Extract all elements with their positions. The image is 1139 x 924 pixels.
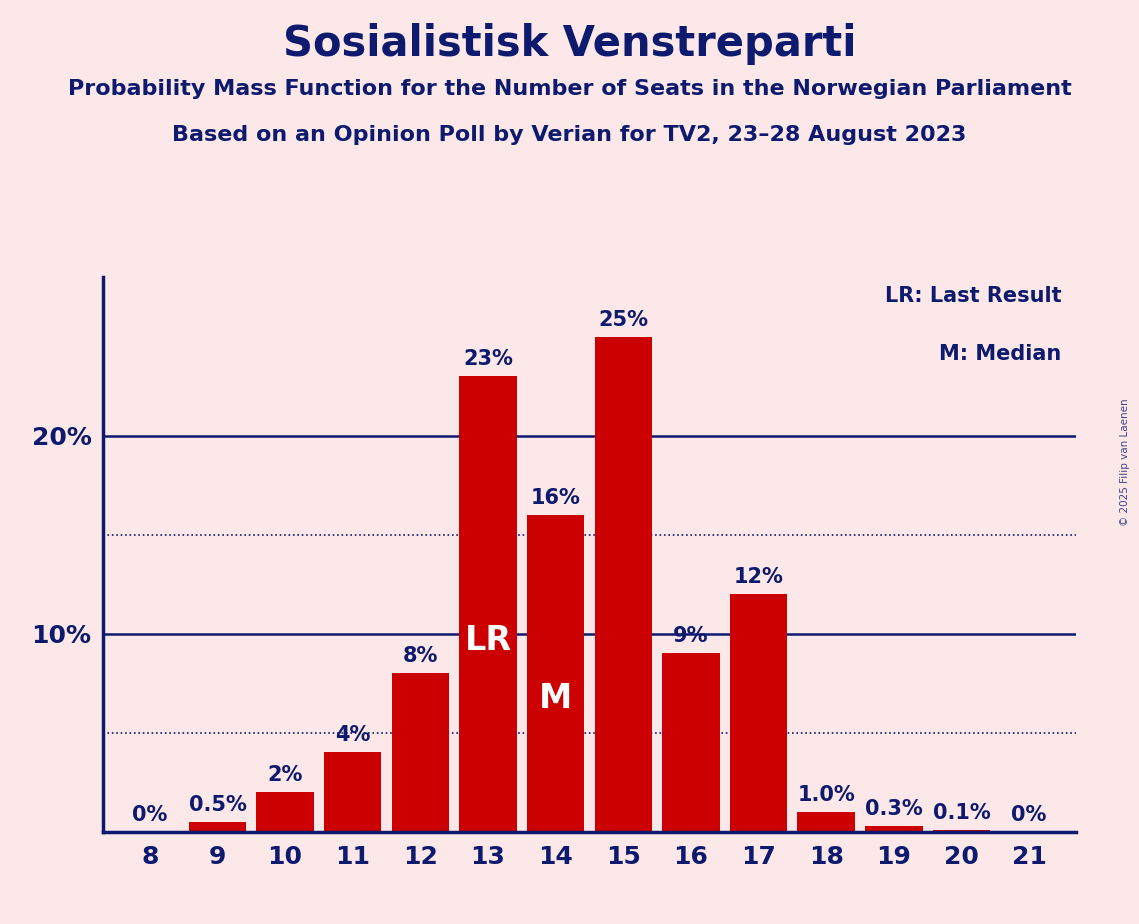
Bar (189, 821, 246, 832)
Text: 4%: 4% (335, 725, 370, 746)
Bar (865, 826, 923, 832)
Text: 0.3%: 0.3% (865, 798, 923, 819)
Bar (797, 812, 855, 832)
Text: 2%: 2% (268, 765, 303, 785)
Text: 0.1%: 0.1% (933, 803, 990, 822)
Text: LR: Last Result: LR: Last Result (885, 286, 1062, 306)
Text: 12%: 12% (734, 567, 784, 587)
Bar (730, 594, 787, 832)
Text: © 2025 Filip van Laenen: © 2025 Filip van Laenen (1121, 398, 1130, 526)
Bar (595, 336, 652, 832)
Text: 0%: 0% (132, 805, 167, 824)
Text: 25%: 25% (598, 310, 648, 330)
Text: Based on an Opinion Poll by Verian for TV2, 23–28 August 2023: Based on an Opinion Poll by Verian for T… (172, 125, 967, 145)
Text: 1.0%: 1.0% (797, 784, 855, 805)
Text: LR: LR (465, 624, 511, 657)
Bar (323, 752, 382, 832)
Text: Sosialistisk Venstreparti: Sosialistisk Venstreparti (282, 23, 857, 65)
Text: 8%: 8% (403, 646, 439, 666)
Bar (662, 653, 720, 832)
Bar (527, 515, 584, 832)
Bar (256, 792, 314, 832)
Text: 0%: 0% (1011, 805, 1047, 824)
Text: 23%: 23% (464, 349, 513, 370)
Bar (933, 830, 990, 832)
Text: 9%: 9% (673, 626, 708, 647)
Text: M: Median: M: Median (940, 344, 1062, 364)
Bar (392, 674, 449, 832)
Text: 16%: 16% (531, 488, 581, 508)
Text: M: M (539, 682, 572, 715)
Text: 0.5%: 0.5% (189, 795, 246, 815)
Bar (459, 376, 517, 832)
Text: Probability Mass Function for the Number of Seats in the Norwegian Parliament: Probability Mass Function for the Number… (67, 79, 1072, 99)
